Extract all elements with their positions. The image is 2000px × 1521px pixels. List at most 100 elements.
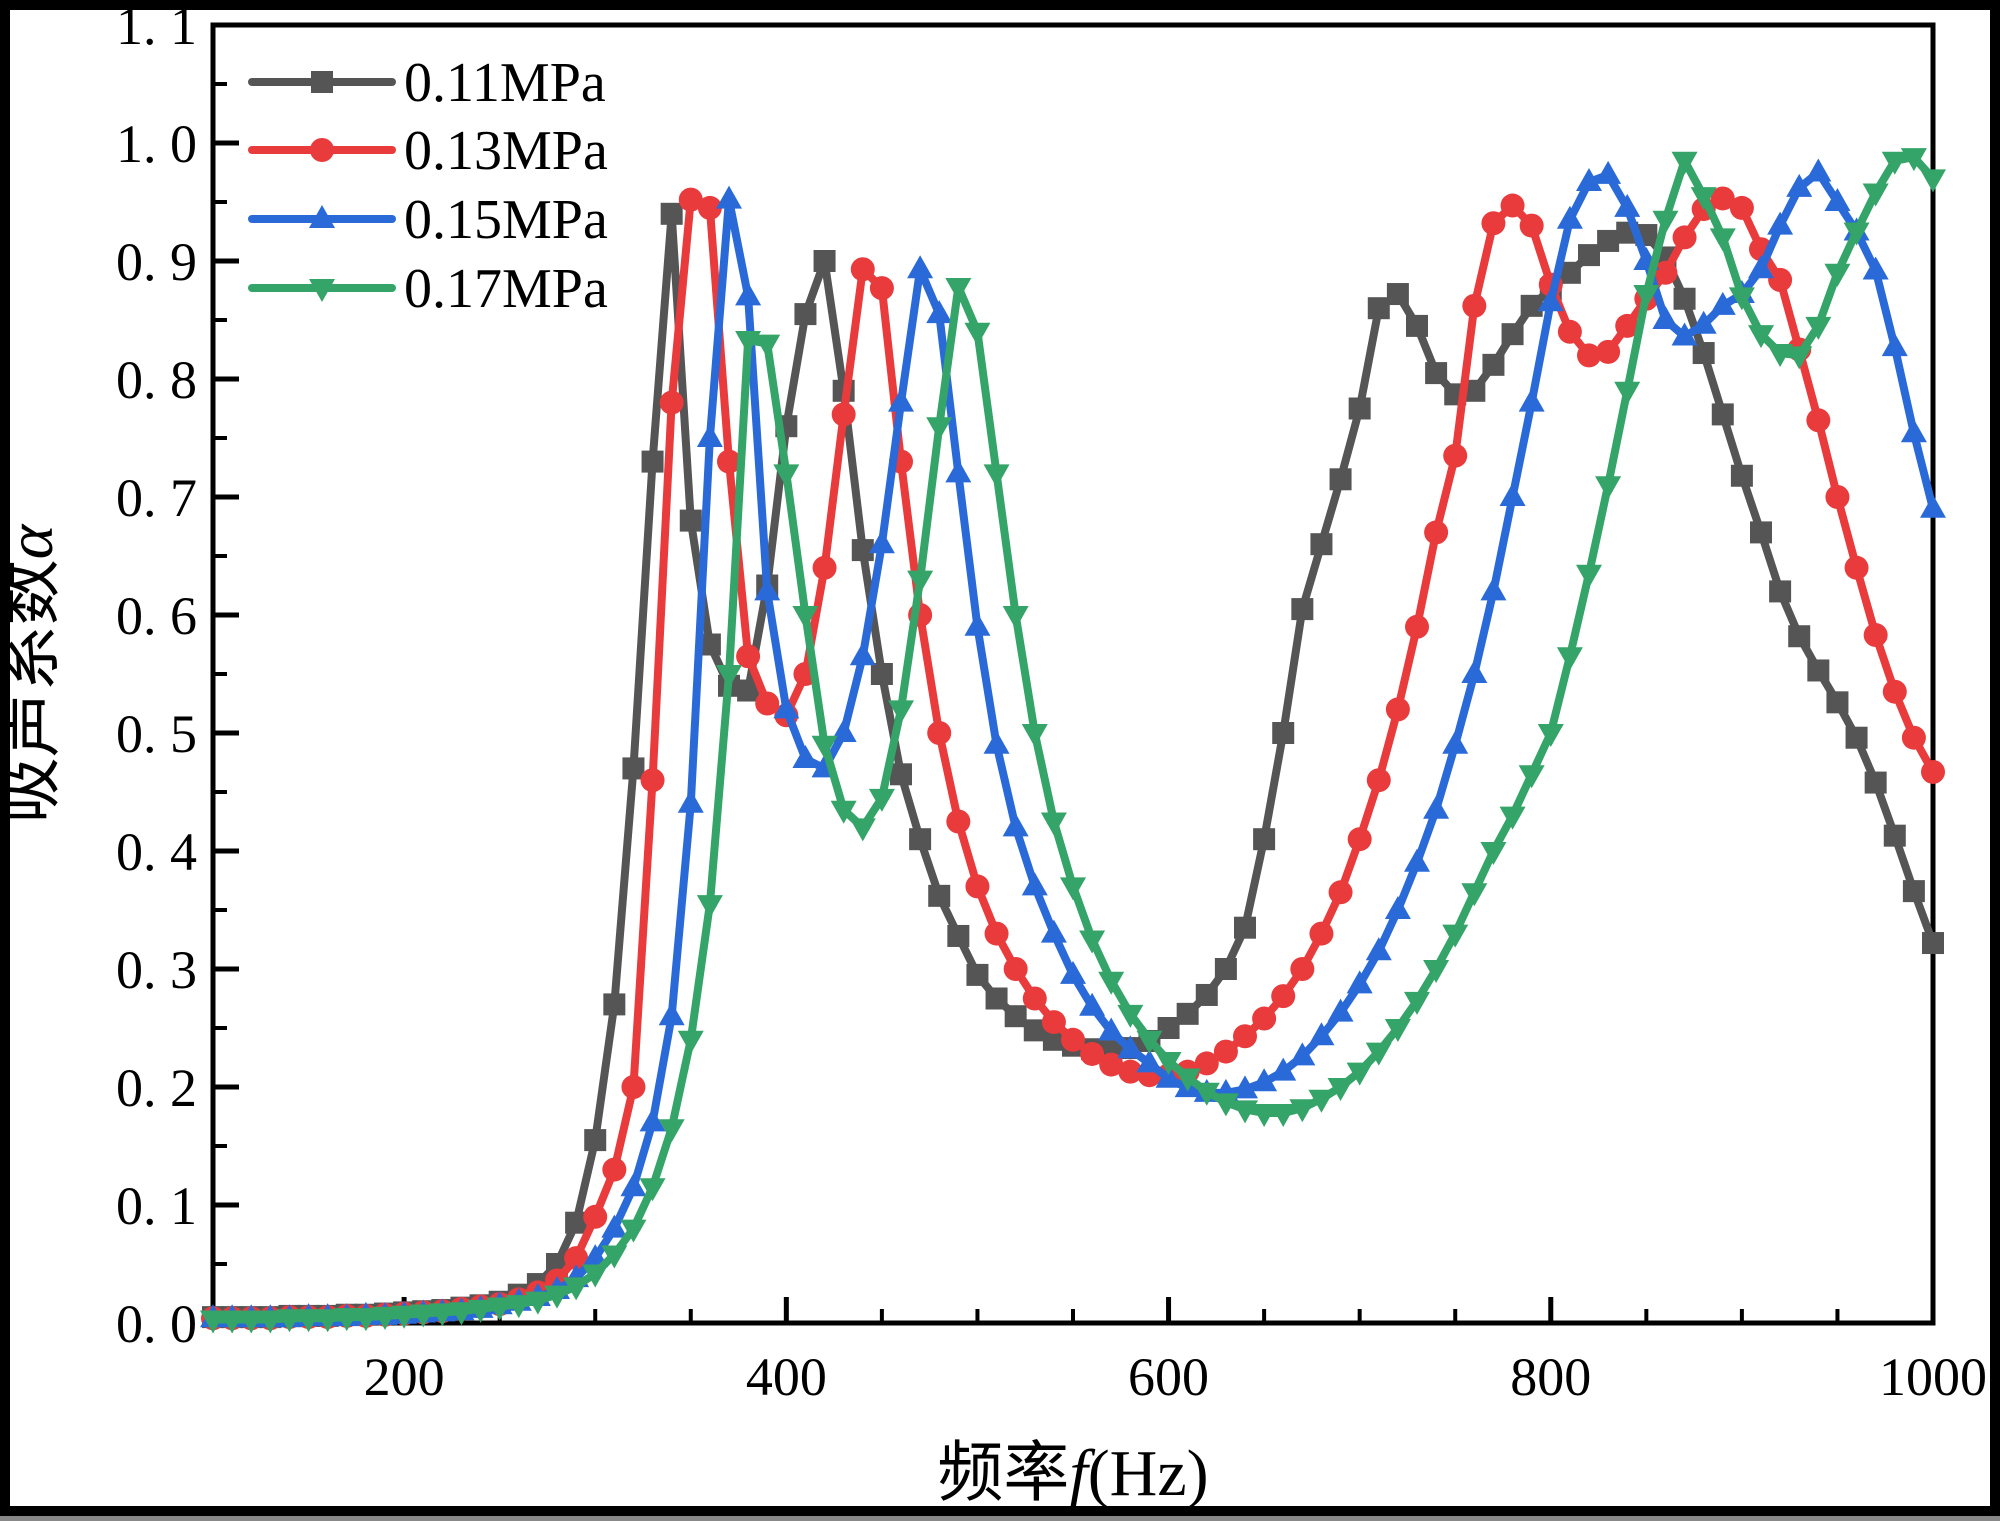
y-tick-label: 0. 0 — [116, 1294, 197, 1354]
marker-triangle-down — [276, 1309, 303, 1333]
marker-square — [909, 828, 932, 851]
marker-triangle-down — [754, 334, 781, 358]
marker-triangle-down — [811, 735, 838, 759]
marker-triangle-down — [429, 1303, 456, 1327]
marker-triangle-up — [1709, 291, 1736, 315]
legend-label: 0.15MPa — [404, 189, 608, 251]
marker-square — [1788, 625, 1811, 648]
marker-triangle-up — [677, 789, 704, 813]
marker-circle — [1729, 195, 1754, 220]
marker-square — [1558, 261, 1581, 284]
marker-triangle-up — [868, 530, 895, 554]
marker-triangle-up — [1671, 322, 1698, 346]
marker-circle — [310, 138, 334, 162]
marker-square — [1730, 464, 1753, 487]
marker-triangle-down — [1174, 1068, 1201, 1092]
marker-square — [622, 757, 645, 780]
marker-triangle-up — [1060, 960, 1086, 984]
marker-triangle-down — [1404, 991, 1430, 1015]
marker-triangle-up — [1117, 1035, 1144, 1059]
marker-circle — [831, 402, 856, 427]
marker-triangle-down — [486, 1297, 513, 1321]
x-tick-labels: 200 400 600 800 1000 — [364, 1347, 1987, 1407]
marker-circle — [1653, 260, 1678, 285]
marker-triangle-down — [1251, 1103, 1278, 1127]
marker-triangle-up — [1595, 160, 1622, 184]
marker-circle — [1921, 759, 1945, 784]
marker-square — [1807, 659, 1830, 682]
marker-square — [1253, 828, 1276, 851]
marker-circle — [755, 691, 780, 716]
marker-triangle-down — [849, 818, 876, 842]
x-tick-label: 800 — [1510, 1347, 1591, 1407]
marker-square — [737, 679, 760, 702]
y-tick-label: 0. 8 — [116, 350, 197, 410]
marker-circle — [1481, 211, 1506, 236]
marker-square — [1214, 958, 1237, 980]
marker-triangle-down — [352, 1308, 379, 1332]
marker-square — [1042, 1028, 1065, 1051]
y-tick-label: 0. 1 — [116, 1176, 197, 1236]
marker-triangle-up — [1384, 896, 1411, 919]
marker-triangle-up — [983, 730, 1010, 754]
marker-triangle-up — [1251, 1068, 1278, 1092]
y-tick-label: 0. 7 — [116, 468, 197, 528]
marker-triangle-down — [1595, 476, 1622, 500]
marker-circle — [678, 187, 703, 212]
marker-triangle-down — [1652, 210, 1679, 234]
marker-triangle-down — [1117, 1004, 1144, 1028]
marker-circle — [736, 644, 761, 669]
marker-circle — [1596, 339, 1621, 364]
marker-triangle-down — [945, 277, 972, 301]
marker-triangle-down — [1767, 344, 1794, 368]
marker-triangle-down — [830, 800, 857, 824]
marker-triangle-down — [983, 464, 1010, 488]
marker-triangle-down — [1786, 346, 1813, 370]
y-tick-label: 1. 1 — [116, 0, 197, 56]
marker-circle — [583, 1204, 608, 1229]
marker-triangle-up — [1518, 388, 1545, 412]
marker-triangle-up — [639, 1108, 666, 1132]
marker-triangle-down — [257, 1310, 284, 1334]
marker-circle — [1863, 623, 1888, 648]
marker-triangle-down — [1098, 971, 1125, 995]
marker-triangle-down — [1690, 187, 1717, 211]
marker-triangle-down — [391, 1305, 418, 1329]
marker-square — [1864, 771, 1887, 794]
marker-square — [1176, 1002, 1199, 1025]
x-tick-label: 400 — [746, 1347, 827, 1407]
marker-triangle-up — [1232, 1075, 1258, 1099]
marker-triangle-down — [1384, 1019, 1411, 1042]
marker-square — [1463, 379, 1486, 402]
marker-circle — [1519, 213, 1544, 238]
marker-triangle-up — [1537, 288, 1564, 312]
marker-circle — [1901, 725, 1926, 750]
marker-circle — [1405, 614, 1429, 639]
x-tick-label: 1000 — [1879, 1347, 1987, 1407]
marker-triangle-down — [1442, 924, 1469, 948]
marker-circle — [1041, 1010, 1066, 1035]
marker-triangle-down — [735, 331, 762, 355]
marker-triangle-down — [1709, 228, 1736, 252]
marker-triangle-down — [238, 1310, 265, 1334]
marker-square — [1234, 916, 1256, 939]
marker-triangle-up — [1652, 306, 1679, 329]
marker-triangle-up — [1021, 872, 1048, 896]
marker-triangle-down — [620, 1219, 647, 1243]
marker-triangle-up — [1556, 205, 1583, 229]
marker-triangle-down — [677, 1030, 704, 1054]
marker-triangle-up — [1155, 1064, 1182, 1088]
marker-circle — [1577, 343, 1601, 368]
marker-circle — [640, 768, 665, 793]
marker-circle — [1672, 225, 1697, 250]
marker-square — [603, 993, 626, 1016]
marker-triangle-up — [1480, 577, 1507, 601]
x-tick-label: 200 — [364, 1347, 445, 1407]
marker-square — [1692, 342, 1715, 365]
marker-triangle-down — [1212, 1093, 1239, 1117]
marker-triangle-down — [1633, 285, 1660, 309]
marker-square — [1157, 1017, 1180, 1039]
marker-triangle-down — [544, 1285, 570, 1309]
